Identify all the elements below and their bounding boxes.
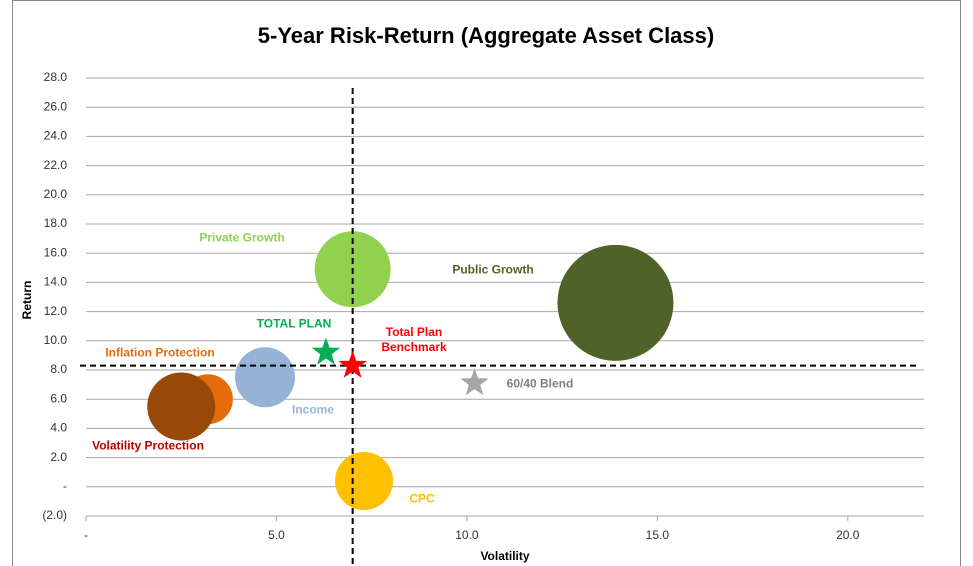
y-tick-label: 24.0 (44, 129, 68, 143)
y-tick-label: (2.0) (42, 508, 67, 522)
point-label: Total Plan Benchmark (381, 325, 447, 354)
y-tick-label: 4.0 (50, 421, 67, 435)
chart-frame (12, 0, 961, 566)
y-tick-label: 14.0 (44, 275, 68, 289)
y-tick-label: 22.0 (44, 158, 68, 172)
y-tick-label: - (63, 479, 67, 493)
y-tick-label: 16.0 (44, 245, 68, 259)
star-marker (460, 368, 489, 396)
point-label: Public Growth (452, 262, 534, 277)
y-tick-label: 28.0 (44, 70, 68, 84)
point-label: CPC (409, 491, 435, 506)
point-label: Inflation Protection (105, 345, 215, 360)
chart-title: 5-Year Risk-Return (Aggregate Asset Clas… (258, 23, 714, 48)
point-label: Income (291, 402, 335, 417)
star-marker (311, 337, 341, 365)
y-tick-label: 26.0 (44, 99, 68, 113)
point-label: Private Growth (199, 230, 285, 245)
y-tick-label: 20.0 (44, 187, 68, 201)
point-label: TOTAL PLAN (256, 316, 332, 331)
y-tick-label: 10.0 (44, 333, 68, 347)
x-tick-label: 10.0 (455, 528, 479, 542)
y-axis-label: Return (20, 281, 34, 320)
point-label: Volatility Protection (92, 438, 204, 453)
x-tick-label: 5.0 (268, 528, 285, 542)
x-tick-label: 20.0 (836, 528, 860, 542)
bubble (335, 451, 394, 510)
bubble (147, 372, 216, 441)
y-tick-label: 12.0 (44, 304, 68, 318)
y-tick-label: 8.0 (50, 362, 67, 376)
bubble (235, 347, 296, 408)
y-tick-label: 2.0 (50, 450, 67, 464)
x-tick-label: - (84, 528, 88, 542)
point-label: 60/40 Blend (506, 376, 574, 391)
bubble (557, 244, 674, 361)
x-axis-label: Volatility (480, 549, 529, 563)
y-tick-label: 18.0 (44, 216, 68, 230)
y-tick-label: 6.0 (50, 391, 67, 405)
x-tick-label: 15.0 (646, 528, 670, 542)
star-marker (338, 350, 367, 378)
